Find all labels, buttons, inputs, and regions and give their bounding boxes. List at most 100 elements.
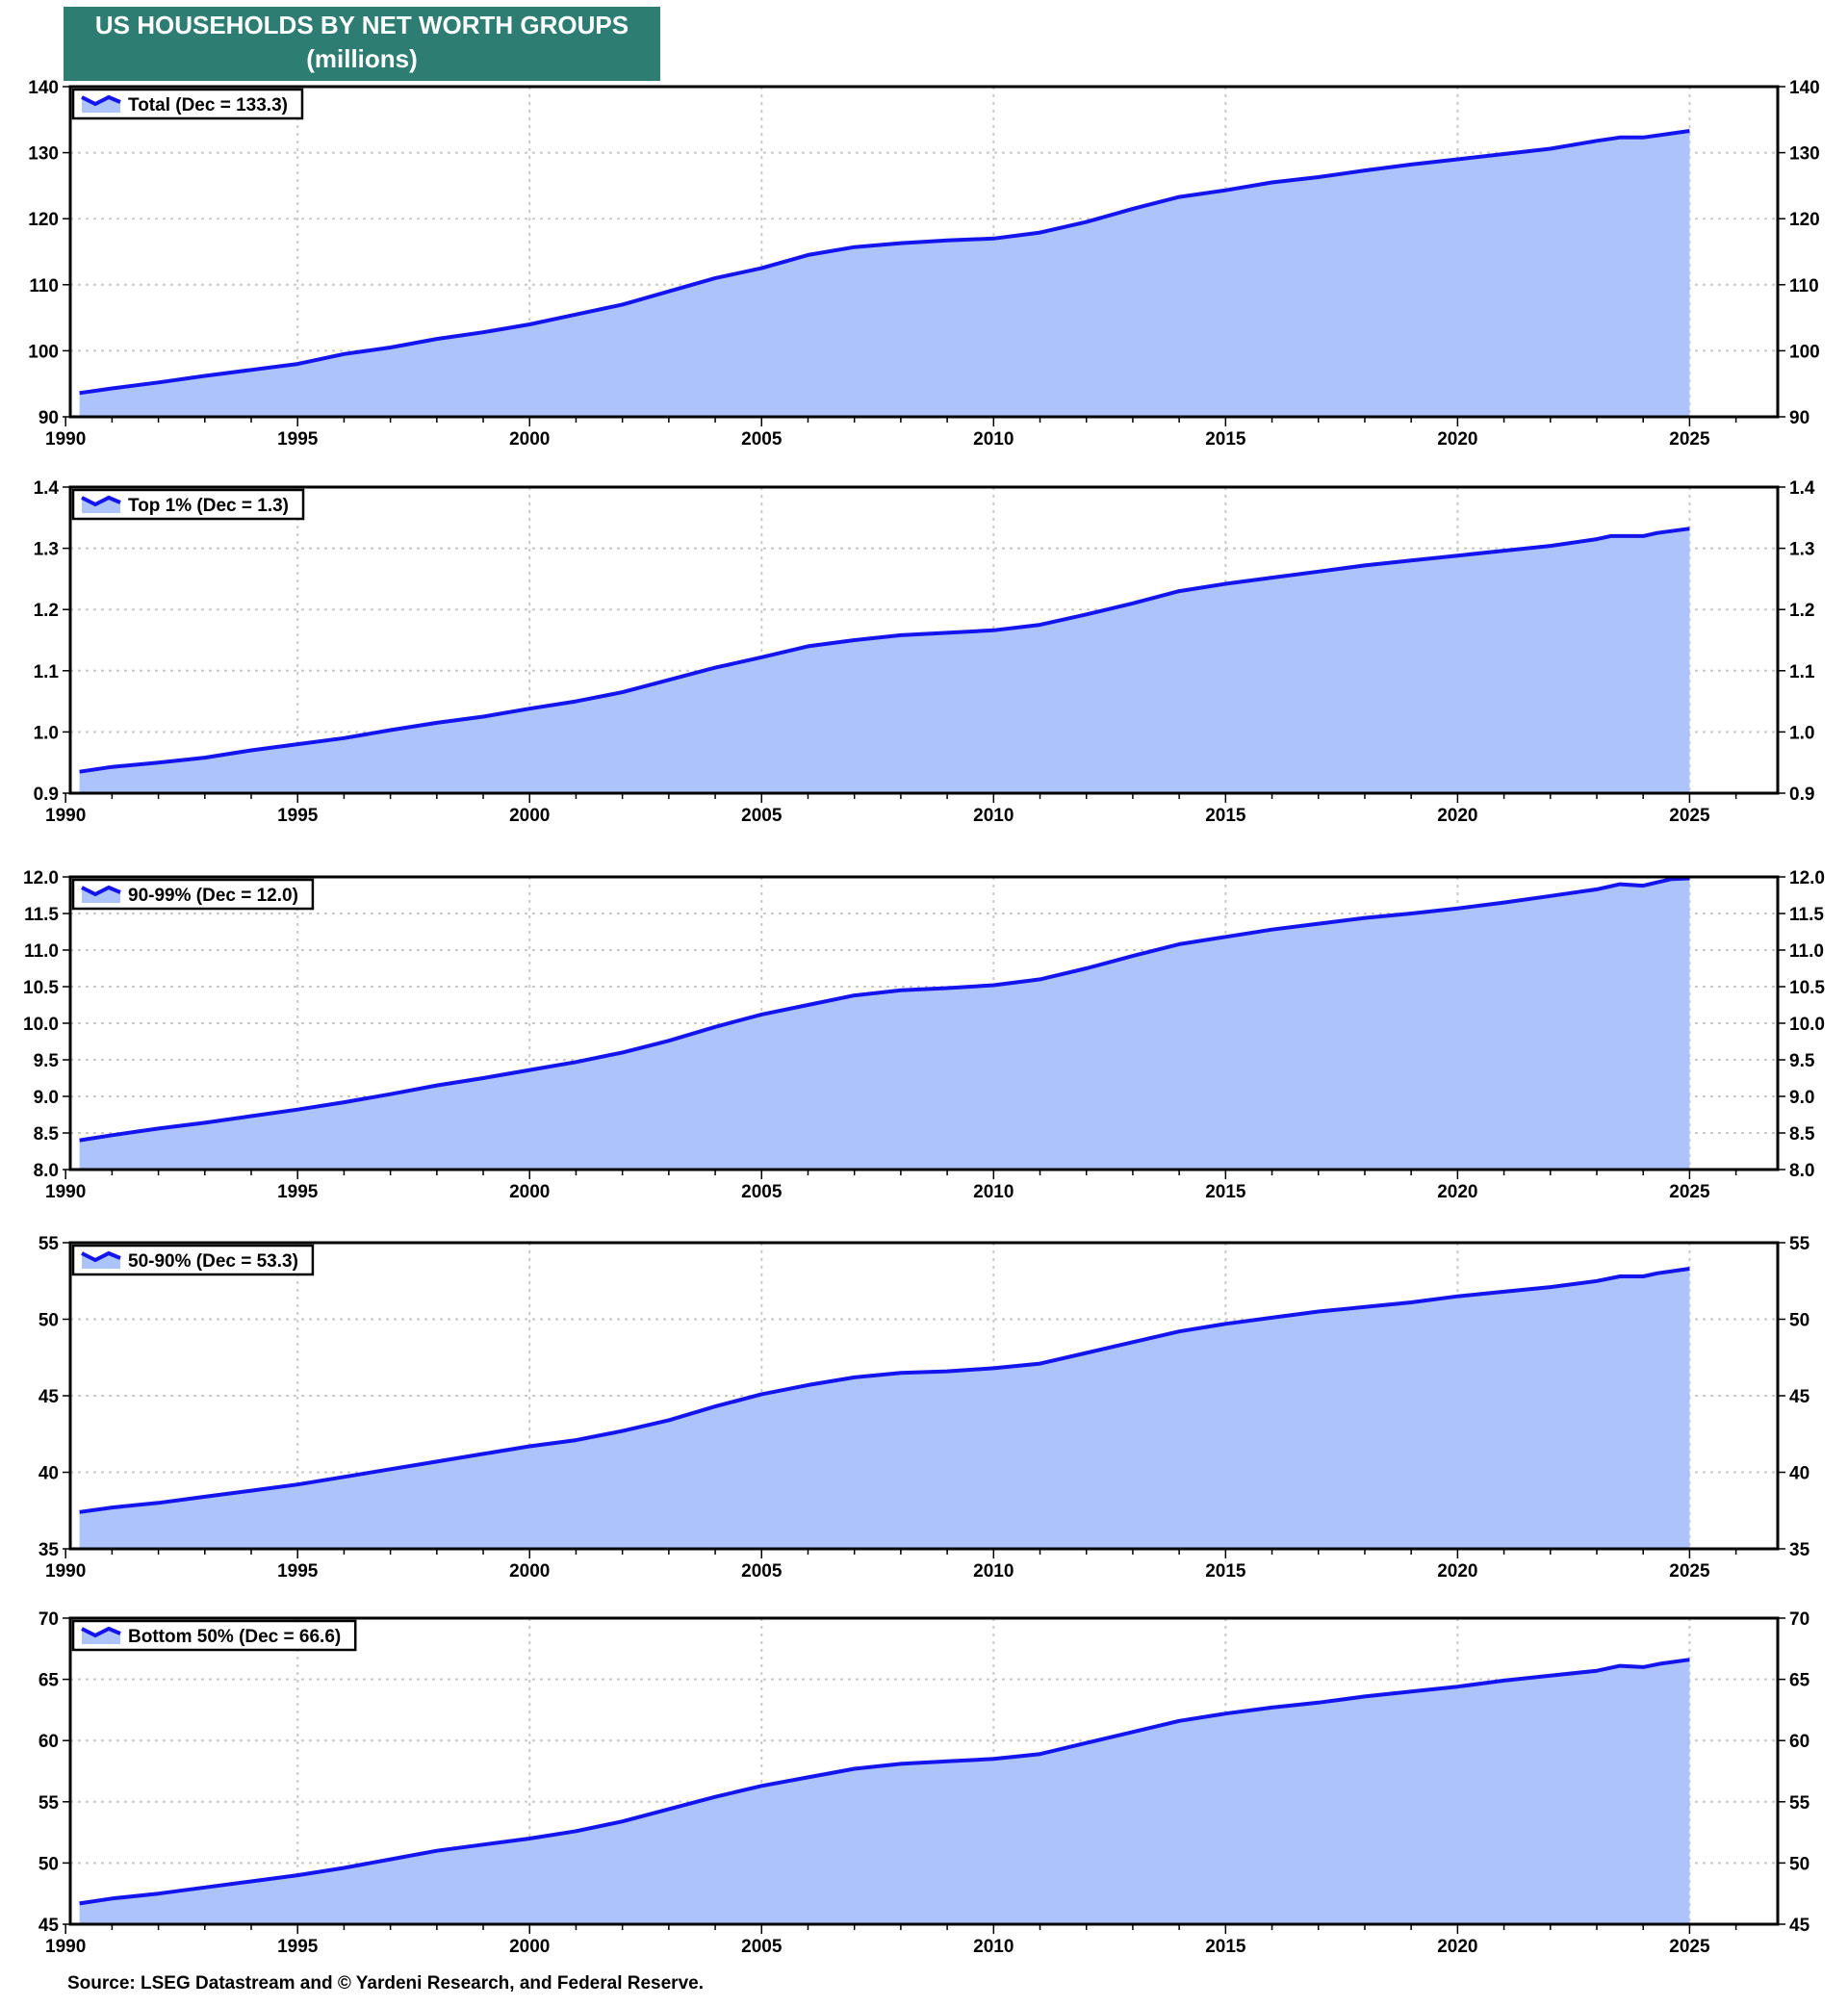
x-tick-label: 2015 [1205,1937,1246,1957]
legend-label: 50-90% (Dec = 53.3) [128,1251,298,1272]
chart-panel: 1990 1995 2000 2005 2010 2015 2020 2025 90 90 100 1… [28,78,1819,450]
y-tick-label-right: 1.3 [1789,540,1814,560]
y-tick-label-left: 0.9 [34,785,59,805]
x-tick-label: 2015 [1205,1182,1246,1202]
y-tick-label-right: 140 [1789,78,1820,98]
x-tick-label: 2000 [509,806,550,826]
series-area [79,878,1690,1170]
y-tick-label-right: 90 [1789,408,1810,428]
legend-line-icon [81,495,121,507]
series-area [79,131,1690,417]
y-tick-label-right: 40 [1789,1464,1810,1484]
y-tick-label-left: 1.3 [34,540,59,560]
legend-line-icon [81,1250,121,1263]
y-tick-label-right: 55 [1789,1793,1810,1814]
x-tick-label: 1995 [277,1182,319,1202]
x-tick-label: 2000 [509,1182,550,1202]
y-tick-label-right: 1.2 [1789,601,1814,621]
series-area [79,528,1690,793]
legend: Total (Dec = 133.3) [71,88,304,120]
legend-area-icon [82,1629,120,1644]
y-tick-label-right: 45 [1789,1916,1810,1936]
y-tick-label-left: 50 [38,1311,59,1331]
y-tick-label-left: 50 [38,1854,59,1874]
x-tick-label: 2020 [1437,806,1477,826]
y-tick-label-left: 8.0 [34,1161,59,1181]
x-tick-label: 1990 [45,429,86,450]
y-tick-label-left: 70 [38,1609,59,1630]
x-tick-label: 2010 [973,1561,1014,1582]
x-tick-label: 2025 [1669,1561,1710,1582]
x-tick-label: 2020 [1437,1937,1477,1957]
series-line [79,527,1690,774]
y-tick-label-left: 10.5 [23,978,59,998]
plot-frame [68,85,1780,419]
x-tick-label: 2015 [1205,1561,1246,1582]
y-tick-label-right: 11.0 [1789,941,1824,962]
y-tick-label-right: 65 [1789,1671,1810,1691]
legend: 90-99% (Dec = 12.0) [71,878,315,911]
y-tick-label-right: 9.5 [1789,1051,1815,1071]
y-tick-label-left: 55 [38,1793,60,1814]
legend-area-icon [82,1253,120,1269]
y-tick-label-right: 35 [1789,1540,1810,1560]
source-note: Source: LSEG Datastream and © Yardeni Re… [67,1973,704,1994]
x-tick-label: 2015 [1205,806,1246,826]
series-line [79,129,1690,396]
y-tick-label-left: 8.5 [34,1124,60,1145]
y-tick-label-right: 8.0 [1789,1161,1814,1181]
chart-panel: 1990 1995 2000 2005 2010 2015 2020 2025 35 35 40 40… [38,1234,1810,1582]
title-box: US HOUSEHOLDS BY NET WORTH GROUPS (milli… [64,7,660,81]
y-tick-label-left: 90 [38,408,59,428]
y-tick-label-left: 1.0 [34,723,59,743]
x-tick-label: 2010 [973,1182,1014,1202]
x-tick-label: 2005 [741,806,783,826]
legend: Bottom 50% (Dec = 66.6) [71,1619,357,1652]
y-tick-label-right: 70 [1789,1609,1810,1630]
series-line [79,876,1690,1143]
x-tick-label: 2000 [509,1561,550,1582]
x-tick-label: 2000 [509,1937,550,1957]
legend-line-icon [81,885,121,897]
series-line [79,1267,1690,1514]
y-tick-label-left: 1.2 [34,601,59,621]
y-tick-label-left: 140 [28,78,59,98]
x-tick-label: 2005 [741,429,783,450]
x-tick-label: 2025 [1669,1182,1710,1202]
x-tick-label: 2005 [741,1561,783,1582]
legend-area-icon [82,498,120,513]
y-tick-label-left: 11.5 [24,905,59,925]
y-tick-label-left: 45 [38,1916,60,1936]
x-tick-label: 2025 [1669,806,1710,826]
legend-line-icon [81,94,121,107]
x-tick-label: 2025 [1669,1937,1710,1957]
x-tick-label: 2020 [1437,429,1477,450]
legend: Top 1% (Dec = 1.3) [71,488,305,521]
y-tick-label-right: 12.0 [1789,868,1825,888]
x-tick-label: 2020 [1437,1182,1477,1202]
y-tick-label-left: 11.0 [24,941,59,962]
y-tick-label-left: 1.1 [34,662,60,682]
y-tick-label-left: 55 [38,1234,60,1254]
x-tick-label: 1995 [277,806,319,826]
legend-area-icon [82,97,120,113]
series-area [79,1269,1690,1549]
y-tick-label-left: 100 [28,342,59,362]
y-tick-label-left: 65 [38,1671,60,1691]
y-tick-label-right: 8.5 [1789,1124,1815,1145]
legend-label: Total (Dec = 133.3) [128,95,288,116]
chart-title: US HOUSEHOLDS BY NET WORTH GROUPS [95,11,629,39]
y-tick-label-left: 12.0 [23,868,59,888]
x-tick-label: 1990 [45,806,86,826]
x-tick-label: 1995 [277,1937,319,1957]
series-area [79,1660,1690,1924]
plot-frame [68,485,1780,795]
y-tick-label-left: 10.0 [23,1015,59,1035]
legend-label: 90-99% (Dec = 12.0) [128,886,298,906]
y-tick-label-right: 9.0 [1789,1088,1814,1108]
y-tick-label-right: 1.1 [1789,662,1815,682]
y-tick-label-left: 120 [28,210,59,230]
series-line [79,1658,1690,1906]
plot-frame [68,1616,1780,1926]
